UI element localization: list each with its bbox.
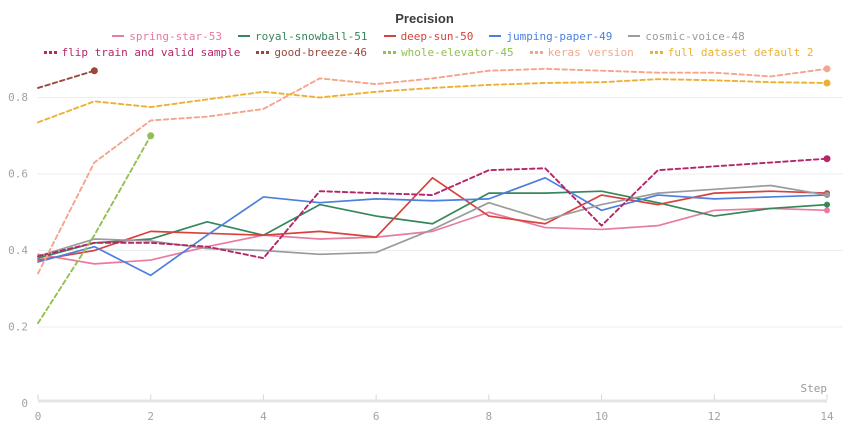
legend-item-full-dataset-default-2[interactable]: full dataset default 2 (649, 45, 814, 59)
legend-label: full dataset default 2 (667, 45, 814, 59)
x-axis-title: Step (801, 382, 828, 395)
legend-label: spring-star-53 (129, 29, 222, 43)
legend-swatch-dotted-icon (43, 50, 57, 54)
chart-title: Precision (395, 11, 454, 26)
legend-label: good-breeze-46 (274, 45, 368, 59)
x-axis-tick-label: 8 (486, 410, 493, 423)
legend-swatch-dotted-icon (256, 50, 270, 54)
series-line-spring-star-53 (37, 207, 828, 265)
legend-label: cosmic-voice-48 (645, 29, 745, 43)
series-end-dot-spring-star-53 (824, 207, 830, 214)
legend-item-cosmic-voice-48[interactable]: cosmic-voice-48 (628, 29, 745, 43)
legend-swatch-dotted-icon (649, 50, 663, 54)
series-line-full-dataset-default-2 (37, 78, 828, 124)
legend-item-royal-snowball-51[interactable]: royal-snowball-51 (237, 29, 368, 43)
y-axis-zero-label: 0 (21, 397, 28, 410)
legend-swatch-line-icon (237, 35, 250, 37)
series-end-dot-full-dataset-default-2 (823, 79, 831, 87)
legend-item-jumping-paper-49[interactable]: jumping-paper-49 (489, 29, 612, 43)
series-line-cosmic-voice-48 (37, 184, 828, 258)
x-axis-tick-label: 2 (147, 410, 154, 423)
series-line-good-breeze-46 (37, 69, 96, 89)
series-end-dot-good-breeze-46 (90, 67, 98, 75)
legend-item-keras-version[interactable]: keras version (529, 45, 634, 59)
x-axis-tick-label: 4 (260, 410, 267, 423)
legend-swatch-line-icon (628, 35, 641, 37)
legend-label: flip train and valid sample (61, 45, 241, 59)
legend-label: whole-elevator-45 (401, 45, 514, 59)
series-end-dot-whole-elevator-45 (147, 132, 155, 140)
legend: spring-star-53 royal-snowball-51 deep-sun-… (14, 29, 843, 59)
legend-label: royal-snowball-51 (254, 29, 368, 43)
x-axis-tick-label: 6 (373, 410, 380, 423)
series-line-keras-version (37, 67, 828, 275)
legend-label: jumping-paper-49 (506, 29, 613, 43)
x-axis-tick-label: 0 (35, 410, 42, 423)
series-line-jumping-paper-49 (37, 176, 828, 277)
legend-label: keras version (547, 45, 634, 59)
series-line-flip-train-and-valid-sample (37, 157, 828, 260)
y-axis-tick-label: 0.2 (8, 321, 28, 334)
legend-swatch-dotted-icon (383, 50, 397, 54)
y-axis-tick-label: 0.4 (8, 244, 28, 257)
series-end-dot-royal-snowball-51 (824, 201, 830, 208)
legend-item-whole-elevator-45[interactable]: whole-elevator-45 (383, 45, 514, 59)
legend-swatch-line-icon (383, 35, 396, 37)
x-axis-tick-label: 10 (595, 410, 608, 423)
legend-swatch-line-icon (489, 35, 502, 37)
x-axis-tick-label: 12 (708, 410, 721, 423)
legend-item-flip-train-and-valid-sample[interactable]: flip train and valid sample (43, 45, 241, 59)
legend-swatch-line-icon (112, 35, 125, 37)
y-axis-tick-label: 0.6 (8, 168, 28, 181)
series-end-dot-keras-version (823, 65, 831, 73)
x-axis-tick-label: 14 (820, 410, 834, 423)
series-end-dot-flip-train-and-valid-sample (823, 155, 831, 163)
legend-item-deep-sun-50[interactable]: deep-sun-50 (383, 29, 474, 43)
legend-item-spring-star-53[interactable]: spring-star-53 (112, 29, 222, 43)
legend-label: deep-sun-50 (400, 29, 474, 43)
series-line-royal-snowball-51 (37, 190, 828, 259)
y-axis-tick-label: 0.8 (8, 91, 28, 104)
series-line-whole-elevator-45 (37, 134, 152, 325)
series-end-dot-cosmic-voice-48 (824, 192, 830, 199)
legend-item-good-breeze-46[interactable]: good-breeze-46 (256, 45, 367, 59)
legend-swatch-dotted-icon (529, 50, 543, 54)
